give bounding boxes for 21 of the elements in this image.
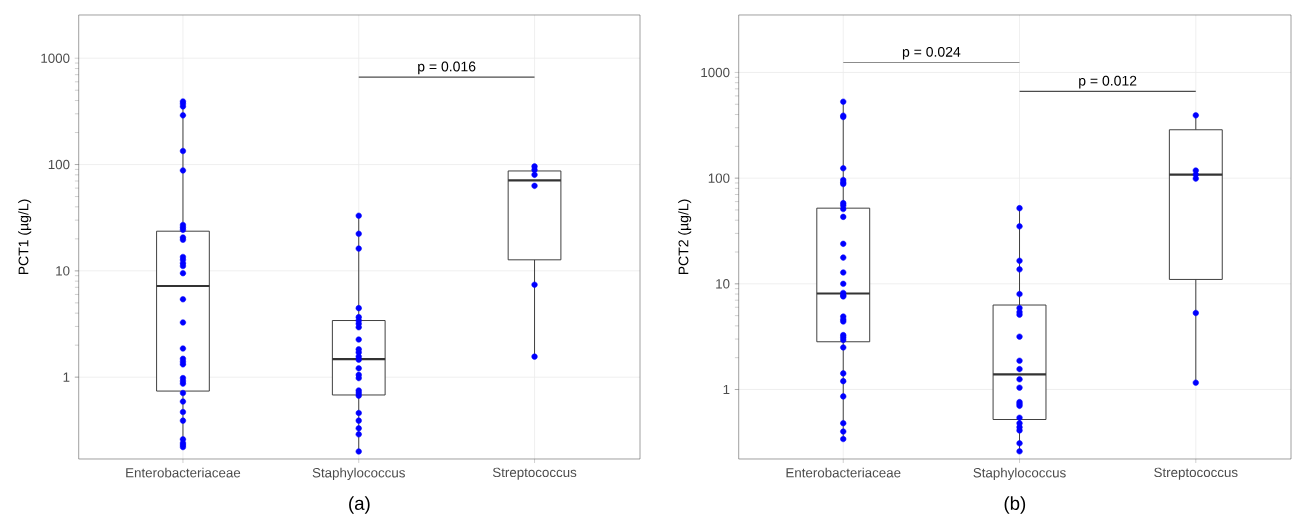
x-tick-label: Staphylococcus (312, 467, 405, 481)
text: (a) (349, 496, 370, 514)
annotation: p = 0.012 (1079, 75, 1137, 89)
x-tick-label: Streptococcus (1154, 467, 1238, 480)
x-tick-label: Staphylococcus (973, 467, 1066, 481)
y-tick-label: 1000 (41, 53, 70, 63)
y-tick-label: 100 (48, 159, 70, 170)
y-axis-title: PCT1 (µg/L) (18, 199, 32, 275)
y-tick-label: 1 (63, 372, 70, 382)
annotation: p = 0.024 (902, 46, 961, 60)
y-tick-label: 10 (716, 279, 730, 289)
y-tick-label: 1000 (701, 67, 730, 78)
x-tick-label: Enterobacteriaceae (786, 467, 901, 478)
y-tick-label: 100 (708, 173, 730, 183)
y-axis-title: PCT2 (µg/L) (678, 199, 692, 275)
y-tick-label: 10 (56, 266, 70, 276)
x-tick-label: Enterobacteriaceae (126, 467, 241, 478)
x-tick-label: Streptococcus (492, 467, 577, 480)
text: (b) (1004, 496, 1026, 514)
y-tick-label: 1 (723, 384, 730, 395)
annotation: p = 0.016 (418, 61, 476, 75)
